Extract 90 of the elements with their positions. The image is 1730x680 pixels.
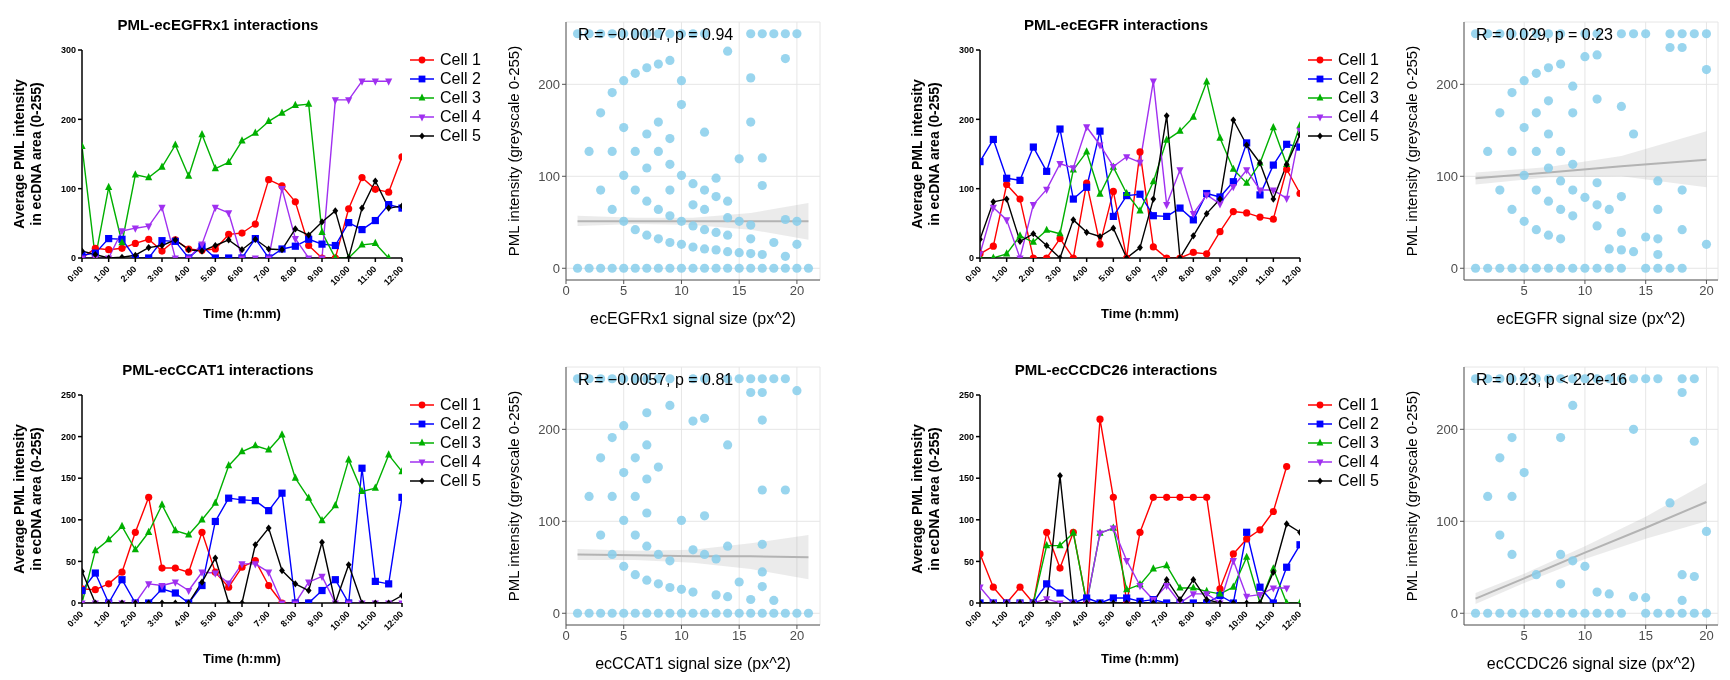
y-axis-title: Average PML intensity in ecDNA area (0-255) xyxy=(909,424,942,574)
y-tick-label: 250 xyxy=(60,390,76,401)
y-tick-label: 0 xyxy=(70,598,76,609)
x-tick-label: 20 xyxy=(1699,283,1714,299)
x-tick-label: 10 xyxy=(1577,283,1593,299)
chart-title: PML-ecCCAT1 interactions xyxy=(121,360,315,380)
x-tick-label: 10 xyxy=(674,628,689,644)
chart-title: PML-ecEGFR interactions xyxy=(1022,15,1210,35)
y-tick-label: 100 xyxy=(60,183,76,194)
chart-title: PML-ecEGFRx1 interactions xyxy=(116,15,320,35)
x-axis-title: Time (h:mm) xyxy=(1101,306,1179,321)
x-axis-title: Time (h:mm) xyxy=(203,651,281,666)
x-tick-label: 10 xyxy=(1577,628,1593,644)
legend-label: Cell 2 xyxy=(1338,69,1379,88)
y-tick-label: 150 xyxy=(958,473,974,484)
y-tick-label: 200 xyxy=(958,114,974,125)
annotation: R = −0.0017, p = 0.94 xyxy=(578,26,734,44)
y-axis-title: PML intensity (greyscale 0-255) xyxy=(505,45,523,257)
x-tick-label: 5 xyxy=(1520,283,1528,299)
y-axis-title: PML intensity (greyscale 0-255) xyxy=(1403,45,1421,257)
y-tick-label: 200 xyxy=(538,421,560,437)
y-tick-label: 200 xyxy=(1436,421,1458,437)
y-tick-label: 250 xyxy=(958,390,974,401)
x-tick-label: 0 xyxy=(562,283,570,299)
x-tick-label: 15 xyxy=(731,283,747,299)
x-tick-label: 15 xyxy=(731,628,747,644)
y-tick-label: 0 xyxy=(968,598,974,609)
legend-label: Cell 5 xyxy=(440,471,481,490)
legend-label: Cell 1 xyxy=(440,50,481,69)
x-axis-title: ecCCDC26 signal size (px^2) xyxy=(1486,655,1696,672)
x-tick-label: 20 xyxy=(789,283,805,299)
annotation: R = 0.23, p < 2.2e-16 xyxy=(1476,371,1628,389)
legend-label: Cell 4 xyxy=(1338,452,1379,471)
y-tick-label: 100 xyxy=(60,514,76,525)
legend-label: Cell 1 xyxy=(440,395,481,414)
y-tick-label: 300 xyxy=(60,45,76,56)
x-axis-title: ecEGFR signal size (px^2) xyxy=(1496,310,1686,327)
y-tick-label: 50 xyxy=(65,556,76,567)
legend-label: Cell 5 xyxy=(440,126,481,145)
y-tick-label: 50 xyxy=(963,556,974,567)
x-tick-label: 10 xyxy=(674,283,689,299)
legend-label: Cell 4 xyxy=(440,107,481,126)
x-tick-label: 5 xyxy=(620,628,628,644)
annotation: R = 0.029, p = 0.23 xyxy=(1476,26,1613,44)
x-tick-label: 20 xyxy=(789,628,805,644)
legend-label: Cell 5 xyxy=(1338,471,1379,490)
x-axis-title: ecEGFRx1 signal size (px^2) xyxy=(590,310,796,327)
legend-label: Cell 4 xyxy=(440,452,481,471)
y-axis-title: Average PML intensity in ecDNA area (0-255) xyxy=(11,79,44,229)
annotation: R = −0.0057, p = 0.81 xyxy=(578,371,734,389)
x-tick-label: 0 xyxy=(562,628,570,644)
y-tick-label: 200 xyxy=(538,76,560,92)
y-tick-label: 0 xyxy=(70,253,76,264)
legend-label: Cell 1 xyxy=(1338,50,1379,69)
y-tick-label: 200 xyxy=(60,114,76,125)
x-tick-label: 20 xyxy=(1699,628,1714,644)
y-axis-title: PML intensity (greyscale 0-255) xyxy=(1403,390,1421,602)
y-tick-label: 100 xyxy=(1436,168,1458,184)
y-axis-title: Average PML intensity in ecDNA area (0-255) xyxy=(11,424,44,574)
legend-label: Cell 2 xyxy=(1338,414,1379,433)
y-tick-label: 150 xyxy=(60,473,76,484)
legend-label: Cell 2 xyxy=(440,69,481,88)
x-tick-label: 15 xyxy=(1638,628,1653,644)
x-tick-label: 15 xyxy=(1638,283,1653,299)
legend-label: Cell 3 xyxy=(440,433,481,452)
y-tick-label: 200 xyxy=(1436,76,1458,92)
x-axis-title: Time (h:mm) xyxy=(203,306,281,321)
y-tick-label: 100 xyxy=(1436,513,1458,529)
y-axis-title: Average PML intensity in ecDNA area (0-255) xyxy=(909,79,942,229)
y-tick-label: 0 xyxy=(968,253,974,264)
y-tick-label: 100 xyxy=(958,514,974,525)
legend-label: Cell 1 xyxy=(1338,395,1379,414)
x-tick-label: 5 xyxy=(620,283,628,299)
y-tick-label: 200 xyxy=(958,431,974,442)
x-tick-label: 5 xyxy=(1520,628,1528,644)
y-tick-label: 300 xyxy=(958,45,974,56)
x-axis-title: Time (h:mm) xyxy=(1101,651,1179,666)
x-axis-title: ecCCAT1 signal size (px^2) xyxy=(595,655,791,672)
y-tick-label: 100 xyxy=(538,513,560,529)
legend-label: Cell 4 xyxy=(1338,107,1379,126)
y-axis-title: PML intensity (greyscale 0-255) xyxy=(505,390,523,602)
y-tick-label: 100 xyxy=(958,183,974,194)
y-tick-label: 100 xyxy=(538,168,560,184)
y-tick-label: 200 xyxy=(60,431,76,442)
legend-label: Cell 3 xyxy=(440,88,481,107)
legend-label: Cell 5 xyxy=(1338,126,1379,145)
chart-title: PML-ecCCDC26 interactions xyxy=(1013,360,1219,380)
legend-label: Cell 3 xyxy=(1338,88,1379,107)
legend-label: Cell 2 xyxy=(440,414,481,433)
legend-label: Cell 3 xyxy=(1338,433,1379,452)
